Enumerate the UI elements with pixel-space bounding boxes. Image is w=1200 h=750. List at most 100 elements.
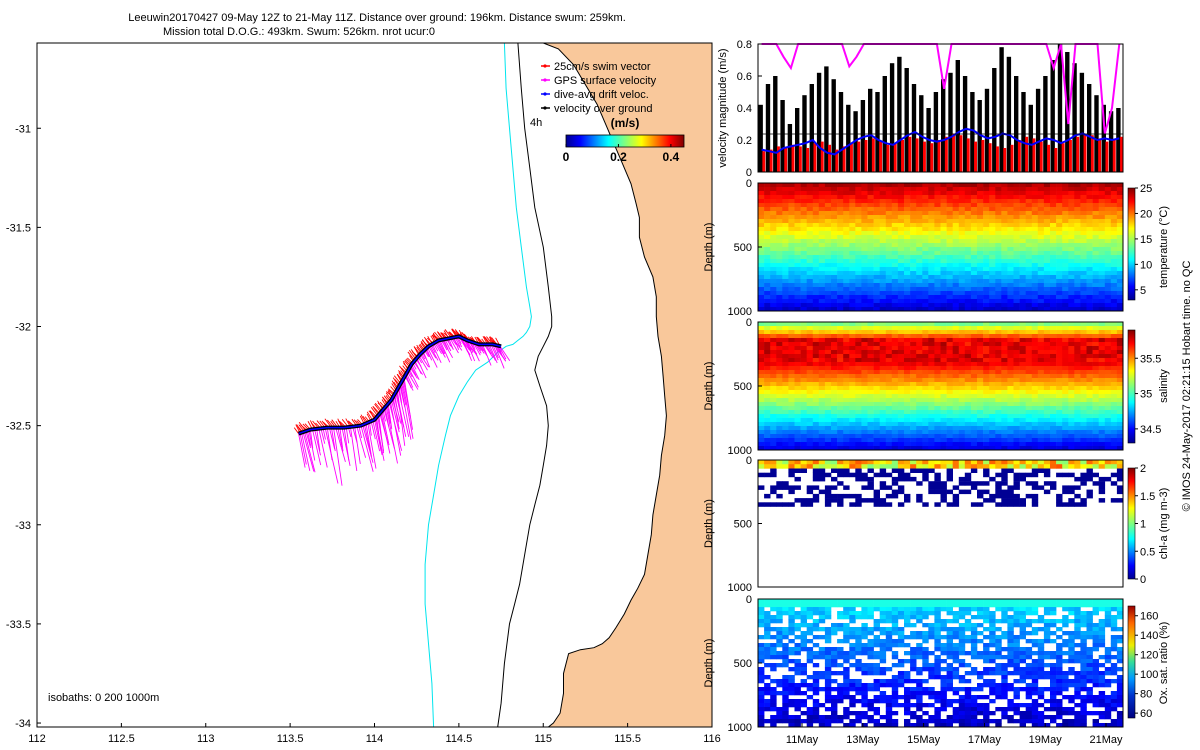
section-cell: [1080, 263, 1087, 268]
section-cell: [952, 219, 960, 224]
section-cell: [970, 199, 978, 204]
section-cell: [1007, 271, 1014, 276]
section-cell: [1098, 255, 1106, 260]
swim-bar: [1112, 140, 1116, 172]
section-cell: [910, 374, 917, 379]
over-ground-bar: [1021, 92, 1026, 172]
section-cell: [812, 191, 820, 196]
section-cell: [1043, 394, 1051, 399]
section-cell: [1080, 223, 1087, 228]
section-cell: [1031, 468, 1039, 473]
section-cell: [764, 422, 771, 427]
section-cell: [818, 370, 826, 375]
section-cell: [861, 386, 868, 391]
section-cell: [983, 334, 990, 339]
section-cell: [891, 183, 899, 188]
section-cell: [788, 627, 795, 632]
section-cell: [794, 354, 801, 359]
section-cell: [934, 207, 941, 212]
section-cell: [1037, 251, 1045, 256]
section-cell: [1116, 271, 1124, 276]
section-cell: [1025, 235, 1033, 240]
section-cell: [1104, 295, 1112, 300]
swim-bar: [952, 133, 956, 172]
section-cell: [891, 211, 899, 216]
section-cell: [1043, 223, 1051, 228]
section-cell: [995, 493, 1002, 499]
section-cell: [831, 279, 838, 284]
section-cell: [989, 434, 996, 439]
section-cell: [818, 215, 826, 220]
section-cell: [946, 243, 953, 248]
section-cell: [1110, 195, 1118, 200]
section-cell: [995, 326, 1002, 331]
section-cell: [1062, 330, 1069, 335]
section-cell: [782, 663, 789, 668]
section-cell: [788, 460, 795, 465]
y-tick-label: 0.2: [737, 135, 752, 147]
section-cell: [1062, 215, 1069, 220]
section-cell: [989, 219, 996, 224]
section-cell: [1001, 446, 1008, 451]
section-cell: [806, 430, 814, 435]
section-cell: [831, 446, 838, 451]
section-cell: [910, 231, 917, 236]
section-cell: [1086, 394, 1093, 399]
section-cell: [934, 263, 941, 268]
section-cell: [916, 464, 923, 469]
section-cell: [1056, 307, 1063, 312]
section-cell: [812, 303, 820, 308]
section-cell: [758, 231, 765, 236]
section-cell: [928, 386, 935, 391]
section-cell: [1086, 418, 1093, 423]
section-cell: [837, 303, 844, 308]
section-cell: [977, 358, 984, 363]
swim-bar: [842, 146, 846, 172]
section-cell: [940, 243, 947, 248]
section-cell: [788, 303, 795, 308]
section-cell: [806, 390, 814, 395]
section-cell: [867, 231, 874, 236]
section-cell: [1001, 481, 1008, 486]
section-cell: [770, 207, 777, 212]
section-cell: [934, 259, 941, 264]
section-cell: [964, 330, 972, 335]
section-cell: [818, 611, 826, 616]
section-cell: [849, 442, 856, 447]
section-cell: [1080, 472, 1087, 478]
section-cell: [1080, 287, 1087, 292]
section-cell: [940, 338, 947, 343]
section-cell: [794, 307, 801, 312]
section-cell: [837, 235, 844, 240]
section-cell: [1068, 434, 1075, 439]
section-cell: [928, 378, 935, 383]
section-cell: [843, 350, 850, 355]
section-cell: [758, 382, 765, 387]
section-cell: [1031, 322, 1039, 327]
section-cell: [946, 430, 953, 435]
section-cell: [782, 635, 789, 640]
section-cell: [1019, 446, 1026, 451]
section-cell: [843, 187, 850, 192]
section-cell: [916, 378, 923, 383]
section-cell: [910, 279, 917, 284]
section-cell: [922, 303, 929, 308]
section-cell: [873, 460, 880, 465]
section-cell: [916, 460, 923, 465]
section-cell: [1043, 275, 1051, 280]
section-cell: [1056, 342, 1063, 347]
section-cell: [764, 354, 771, 359]
section-cell: [983, 338, 990, 343]
section-cell: [837, 382, 844, 387]
section-cell: [958, 283, 966, 288]
section-cell: [1050, 370, 1057, 375]
section-cell: [843, 378, 850, 383]
section-cell: [794, 442, 801, 447]
section-cell: [800, 667, 807, 672]
section-cell: [970, 358, 978, 363]
section-cell: [897, 489, 905, 495]
section-cell: [952, 195, 960, 200]
section-cell: [1037, 406, 1045, 411]
section-cell: [964, 291, 972, 296]
section-cell: [1019, 223, 1026, 228]
